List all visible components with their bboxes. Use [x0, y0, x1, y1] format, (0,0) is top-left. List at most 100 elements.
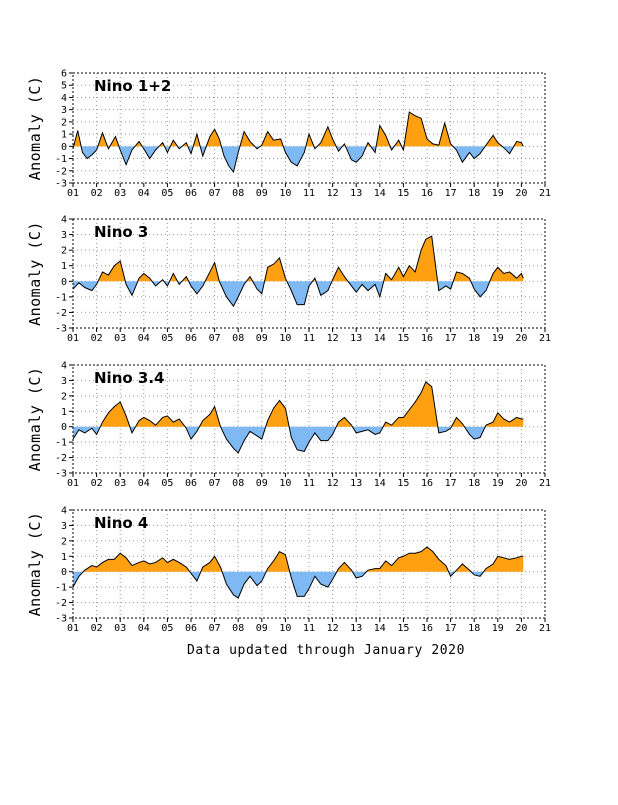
x-tick-label: 01	[67, 188, 79, 199]
x-tick-label: 05	[161, 333, 173, 344]
y-tick-label: 1	[61, 261, 67, 272]
footer-update-note: Data updated through January 2020	[187, 643, 465, 658]
x-tick-label: 13	[350, 478, 362, 489]
x-tick-label: 16	[421, 188, 433, 199]
x-tick-label: 21	[539, 188, 551, 199]
y-tick-label: 4	[61, 361, 67, 372]
x-tick-label: 18	[468, 478, 480, 489]
y-tick-label: 5	[61, 81, 67, 92]
negative-anomaly-area	[73, 281, 524, 307]
y-tick-label: -2	[55, 453, 67, 464]
y-tick-label: 4	[61, 215, 67, 226]
y-axis-label: Anomaly (C)	[26, 367, 44, 472]
x-tick-label: 13	[350, 188, 362, 199]
y-tick-label: -3	[55, 469, 67, 480]
x-tick-label: 03	[114, 478, 126, 489]
x-tick-label: 17	[445, 623, 457, 634]
x-tick-label: 02	[91, 478, 103, 489]
x-tick-label: 14	[374, 188, 386, 199]
x-tick-label: 12	[327, 188, 339, 199]
x-tick-label: 17	[445, 333, 457, 344]
x-tick-label: 06	[185, 333, 197, 344]
x-tick-label: 11	[303, 333, 315, 344]
x-tick-label: 20	[515, 478, 527, 489]
x-tick-label: 03	[114, 623, 126, 634]
panel-title: Nino 4	[94, 514, 148, 532]
x-tick-label: 04	[138, 333, 150, 344]
x-tick-label: 13	[350, 333, 362, 344]
x-tick-label: 07	[209, 188, 221, 199]
y-tick-label: 3	[61, 521, 67, 532]
x-tick-label: 16	[421, 333, 433, 344]
negative-anomaly-area	[73, 571, 524, 598]
y-axis-label: Anomaly (C)	[26, 512, 44, 617]
positive-anomaly-area	[73, 547, 524, 572]
x-tick-label: 15	[397, 333, 409, 344]
x-tick-label: 17	[445, 478, 457, 489]
x-tick-label: 07	[209, 333, 221, 344]
x-tick-label: 08	[232, 188, 244, 199]
x-tick-label: 10	[279, 333, 291, 344]
x-tick-label: 09	[256, 623, 268, 634]
x-tick-label: 06	[185, 188, 197, 199]
x-tick-label: 06	[185, 478, 197, 489]
x-tick-label: 06	[185, 623, 197, 634]
y-tick-label: 0	[61, 142, 67, 153]
x-tick-label: 02	[91, 333, 103, 344]
x-tick-label: 01	[67, 623, 79, 634]
anomaly-line	[72, 381, 524, 454]
anomaly-line	[72, 546, 524, 599]
x-tick-label: 15	[397, 623, 409, 634]
x-tick-label: 03	[114, 333, 126, 344]
y-tick-label: 1	[61, 130, 67, 141]
y-tick-label: 1	[61, 552, 67, 563]
x-tick-label: 21	[539, 623, 551, 634]
x-tick-label: 20	[515, 188, 527, 199]
y-tick-label: 6	[61, 69, 67, 80]
y-tick-label: 1	[61, 407, 67, 418]
x-tick-label: 08	[232, 333, 244, 344]
y-tick-label: 4	[61, 93, 67, 104]
y-tick-label: -1	[55, 438, 67, 449]
y-tick-label: -2	[55, 598, 67, 609]
y-tick-label: -1	[55, 292, 67, 303]
panel-title: Nino 1+2	[94, 77, 171, 95]
y-tick-label: 3	[61, 376, 67, 387]
y-tick-label: -1	[55, 154, 67, 165]
x-tick-label: 20	[515, 623, 527, 634]
x-tick-label: 21	[539, 333, 551, 344]
x-tick-label: 11	[303, 478, 315, 489]
x-tick-label: 11	[303, 623, 315, 634]
y-tick-label: 3	[61, 230, 67, 241]
x-tick-label: 07	[209, 623, 221, 634]
x-tick-label: 16	[421, 478, 433, 489]
y-tick-label: 4	[61, 506, 67, 517]
x-tick-label: 18	[468, 333, 480, 344]
x-tick-label: 18	[468, 188, 480, 199]
x-tick-label: 20	[515, 333, 527, 344]
positive-anomaly-area	[73, 236, 524, 282]
x-tick-label: 12	[327, 478, 339, 489]
x-tick-label: 15	[397, 478, 409, 489]
anomaly-line	[72, 235, 524, 308]
y-tick-label: -3	[55, 324, 67, 335]
x-tick-label: 11	[303, 188, 315, 199]
y-tick-label: -2	[55, 166, 67, 177]
y-tick-label: 3	[61, 105, 67, 116]
anomaly-line	[72, 111, 524, 174]
x-tick-label: 12	[327, 333, 339, 344]
x-tick-label: 12	[327, 623, 339, 634]
x-tick-label: 02	[91, 188, 103, 199]
y-tick-label: 0	[61, 567, 67, 578]
x-tick-label: 08	[232, 623, 244, 634]
x-tick-label: 01	[67, 478, 79, 489]
x-tick-label: 02	[91, 623, 103, 634]
x-tick-label: 21	[539, 478, 551, 489]
y-axis-label: Anomaly (C)	[26, 221, 44, 326]
